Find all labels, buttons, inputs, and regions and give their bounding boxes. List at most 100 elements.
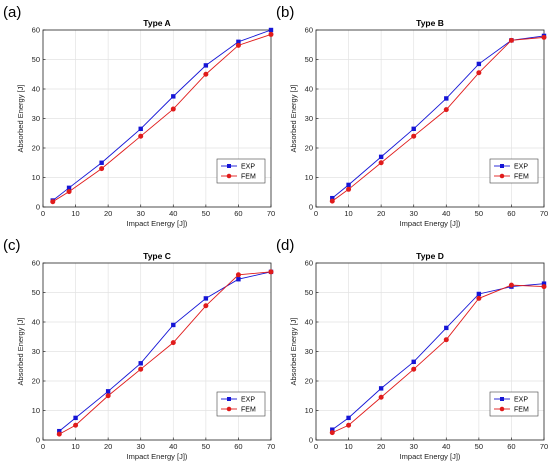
data-point-fem [170,106,176,112]
data-point-exp [378,386,384,391]
x-tick-label: 40 [442,209,450,218]
x-axis-label: Impact Energy [J]) [127,219,188,228]
x-tick-label: 40 [442,442,450,451]
x-axis-label: Impact Energy [J]) [127,452,188,461]
x-tick-label: 30 [410,442,418,451]
legend-marker-fem [499,406,505,412]
legend-label: EXP [514,397,528,404]
panel-label: (b) [276,4,294,21]
x-tick-label: 60 [234,442,242,451]
y-tick-label: 50 [305,55,313,64]
x-tick-label: 40 [169,442,177,451]
data-point-exp [105,389,111,394]
x-tick-label: 10 [344,442,352,451]
data-point-exp [444,96,449,101]
legend-label: EXP [241,397,255,404]
series-line-exp [59,271,272,432]
data-point-exp [411,359,416,365]
x-tick-label: 50 [202,442,210,451]
y-tick-label: 0 [309,203,313,212]
y-axis-label: Absorbed Energy [J] [289,85,298,153]
data-point-exp [138,126,143,132]
data-point-fem [541,284,547,290]
legend-marker-fem [226,406,232,412]
x-tick-label: 60 [234,209,242,218]
data-point-fem [73,422,79,428]
data-point-exp [346,182,351,188]
y-tick-label: 40 [32,85,40,94]
x-tick-label: 0 [41,209,45,218]
y-tick-label: 0 [309,436,313,445]
data-point-exp [66,185,72,191]
data-point-fem [476,295,482,301]
legend-label: FEM [241,407,256,414]
legend-box [489,158,539,184]
legend: EXP FEM [216,158,266,184]
data-point-fem [443,337,449,343]
chart-panel-d: (d) Type D 0 10 20 30 40 50 60 70 0 10 20 30 40 50 60 Imp… [276,237,548,461]
x-tick-label: 10 [344,209,352,218]
panel-label: (a) [3,4,21,21]
chart-title: Type A [143,18,170,28]
series-line-exp [52,29,272,201]
data-point-fem [170,340,176,346]
y-tick-label: 0 [36,203,40,212]
x-tick-label: 20 [377,442,385,451]
data-point-fem [99,166,105,172]
y-tick-label: 40 [305,318,313,327]
data-point-fem [378,160,384,166]
x-tick-label: 0 [314,442,318,451]
y-tick-label: 60 [32,26,40,35]
data-point-fem [411,366,417,372]
y-axis-label: Absorbed Energy [J] [16,85,25,153]
x-tick-label: 50 [475,209,483,218]
data-point-fem [268,269,274,275]
chart-title: Type B [416,18,444,28]
chart-panel-c: (c) Type C 0 10 20 30 40 50 60 70 0 10 20 30 40 50 60 Imp… [3,237,275,461]
y-axis-label: Absorbed Energy [J] [16,318,25,386]
data-point-exp [73,415,78,421]
data-point-fem [203,303,209,309]
legend: EXP FEM [489,158,539,184]
legend-label: EXP [514,164,528,171]
legend-marker-exp [500,397,504,401]
data-point-fem [268,31,274,37]
y-tick-label: 30 [305,347,313,356]
legend-marker-fem [226,173,232,179]
x-tick-label: 30 [410,209,418,218]
x-tick-label: 60 [507,209,515,218]
x-tick-label: 20 [104,442,112,451]
y-axis-label: Absorbed Energy [J] [289,318,298,386]
data-point-exp [99,160,104,165]
x-tick-label: 50 [202,209,210,218]
legend-marker-exp [227,164,231,168]
x-tick-label: 20 [377,209,385,218]
y-tick-label: 20 [32,144,40,153]
legend-label: FEM [241,174,256,181]
data-point-fem [66,189,72,195]
legend-box [216,158,266,184]
panel-label: (c) [3,237,21,254]
data-point-fem [378,394,384,400]
x-tick-label: 70 [540,442,548,451]
y-tick-label: 20 [305,144,313,153]
x-tick-label: 20 [104,209,112,218]
data-point-fem [50,199,56,205]
x-tick-label: 10 [71,209,79,218]
y-tick-label: 20 [32,377,40,386]
legend-box [489,391,539,417]
data-point-fem [138,366,144,372]
chart-panel-a: (a) Type A 0 10 20 30 40 50 60 70 0 10 20 30 40 50 60 Imp… [3,4,275,228]
x-tick-label: 70 [540,209,548,218]
data-point-exp [171,94,176,99]
series-line-exp [332,35,545,199]
data-point-fem [346,422,352,428]
x-tick-label: 70 [267,209,275,218]
data-point-fem [443,107,449,113]
y-tick-label: 20 [305,377,313,386]
data-point-fem [203,71,209,77]
data-point-exp [57,428,62,434]
x-tick-label: 10 [71,442,79,451]
data-point-exp [346,415,351,421]
data-point-exp [476,61,482,67]
